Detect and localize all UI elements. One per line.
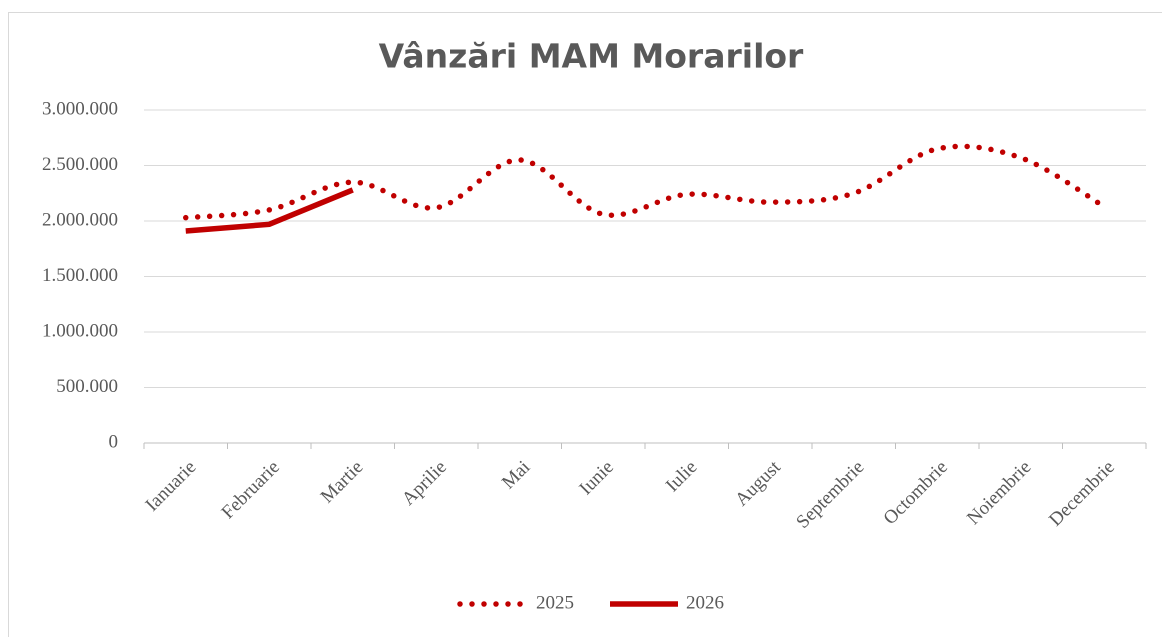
line-series (183, 143, 1107, 221)
chart-frame (8, 12, 1162, 637)
y-tick-label: 0 (109, 431, 119, 452)
y-tick-label: 1.000.000 (42, 320, 118, 341)
chart-title: Vânzări MAM Morarilor (379, 37, 804, 76)
y-tick-label: 2.000.000 (42, 209, 118, 230)
y-tick-label: 2.500.000 (42, 154, 118, 175)
y-tick-label: 1.500.000 (42, 265, 118, 286)
y-tick-label: 500.000 (56, 376, 118, 397)
legend-label: 2026 (686, 592, 724, 613)
y-tick-label: 3.000.000 (42, 98, 118, 119)
line-series (185, 187, 354, 234)
legend-label: 2025 (536, 592, 574, 613)
